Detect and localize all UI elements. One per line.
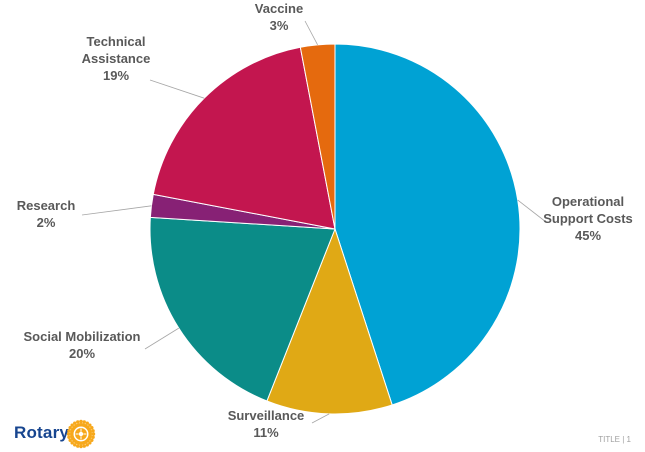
leader-line [304,20,318,46]
slice-label: Social Mobilization 20% [23,329,140,361]
leader-line [144,327,180,350]
pie-slice-surveillance [266,227,393,415]
leader-line [311,413,330,424]
pie-slice-social-mobilization [149,216,336,402]
leader-line [149,79,205,99]
slice-label: Technical Assistance 19% [82,34,151,83]
slice-label: Operational Support Costs 45% [543,194,633,243]
slice-label: Research 2% [17,198,76,230]
slice-label: Vaccine 3% [255,1,303,33]
pie-slice-technical-assistance [152,46,336,230]
leader-line [81,205,152,216]
slice-label: Surveillance 11% [228,408,305,440]
pie-slice-operational-support-costs [334,43,521,406]
leader-line [517,199,547,223]
